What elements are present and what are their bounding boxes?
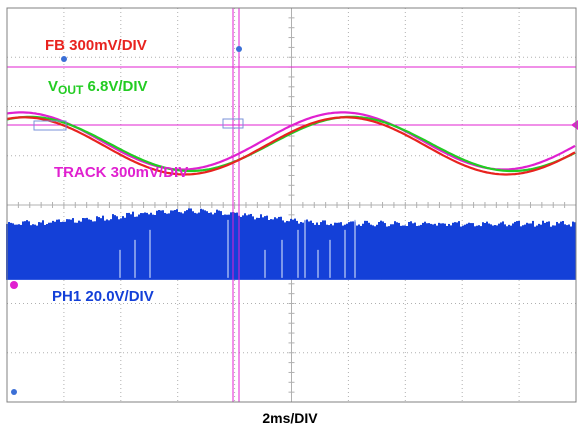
fb-reference-marker: [33, 120, 67, 131]
vout-channel-label-v: V: [48, 78, 59, 95]
fb-trigger-marker: [61, 56, 67, 62]
ph1-ground-marker: [10, 281, 18, 289]
vout-trigger-marker: [236, 46, 242, 52]
fb-trace: [6, 116, 576, 176]
ph1-reference-marker: [11, 389, 17, 395]
vout-channel-label: VOUT 6.8V/DIV: [48, 78, 148, 97]
vout-channel-label-subscript: OUT: [58, 83, 84, 97]
vout-trace: [6, 115, 576, 173]
track-channel-label: TRACK 300mV/DIV: [54, 164, 189, 181]
track-reference-marker: [222, 118, 244, 129]
fb-channel-label: FB 300mV/DIV: [45, 37, 147, 54]
ph1-channel-label: PH1 20.0V/DIV: [52, 288, 154, 305]
plot-frame: [6, 7, 577, 403]
vout-channel-label-scale: 6.8V/DIV: [83, 78, 148, 95]
x-axis-label: 2ms/DIV: [262, 410, 318, 426]
